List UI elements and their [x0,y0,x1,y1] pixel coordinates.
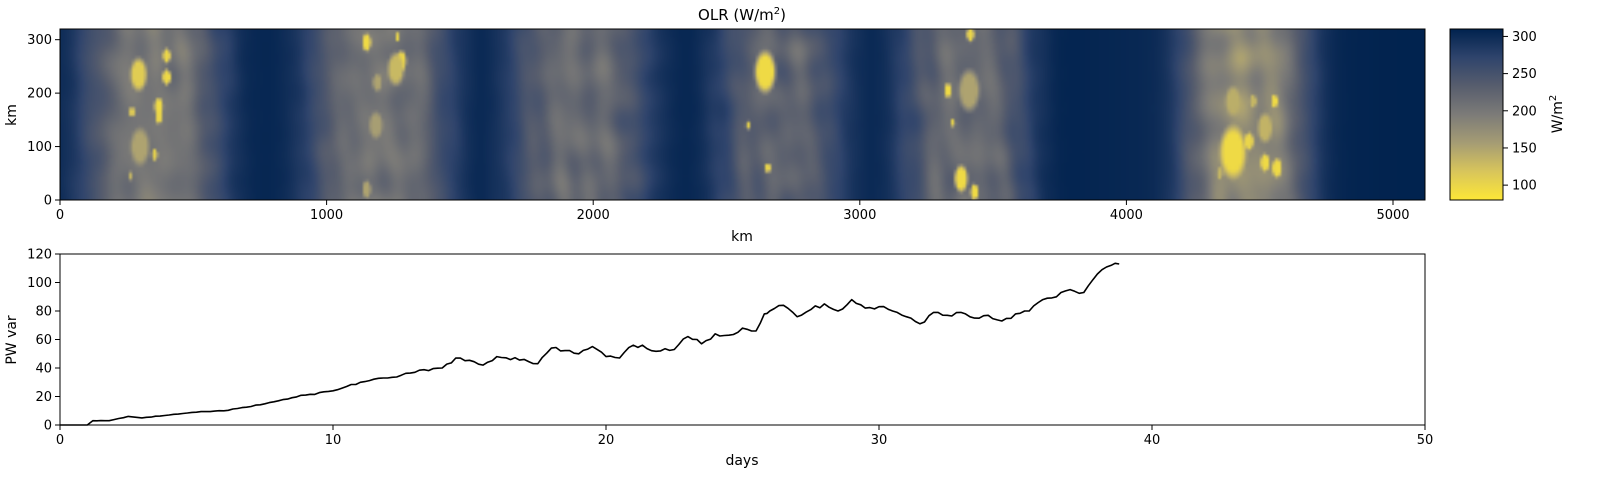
line-ylabel: PW var [4,315,20,365]
line-series-group [60,262,1120,426]
line-x-tick-label: 10 [325,433,342,448]
heatmap-y-tick-label: 200 [27,87,52,102]
line-y-tick-label: 60 [35,333,52,348]
line-x-tick-label: 30 [871,433,888,448]
heatmap-x-tick-label: 5000 [1376,208,1409,223]
heatmap-y-tick-label: 0 [44,194,52,209]
line-xlabel: days [725,453,758,469]
colorbar-tick-label: 150 [1512,141,1537,156]
line-y-tick-label: 100 [27,276,52,291]
heatmap-frame [59,28,1426,201]
colorbar-label: W/m2 [1548,95,1566,134]
line-y-tick-label: 120 [27,248,52,263]
line-x-ticks: 0 10 20 30 40 50 [56,425,1433,448]
heatmap-x-tick-label: 4000 [1110,208,1143,223]
heatmap-title: OLR (W/m2) [698,6,786,24]
line-plot-area [60,254,1425,425]
heatmap-x-tick-label: 0 [56,208,64,223]
line-y-tick-label: 40 [35,362,52,377]
line-y-tick-label: 80 [35,305,52,320]
colorbar-tick-label: 300 [1512,30,1537,45]
line-y-ticks: 0 20 40 60 80 100 120 [27,248,60,434]
heatmap-xlabel: km [731,229,753,245]
line-x-tick-label: 0 [56,433,64,448]
heatmap-y-tick-label: 300 [27,33,52,48]
heatmap-x-tick-label: 1000 [310,208,343,223]
colorbar-tick-label: 250 [1512,67,1537,82]
line-y-tick-label: 0 [44,419,52,434]
heatmap-y-ticks: 0 100 200 300 [27,33,60,209]
heatmap-x-tick-label: 2000 [577,208,610,223]
line-y-tick-label: 20 [35,390,52,405]
line-x-tick-label: 50 [1417,433,1434,448]
line-x-tick-label: 20 [598,433,615,448]
heatmap-ylabel: km [4,104,20,126]
heatmap-x-ticks: 0 1000 2000 3000 4000 5000 [56,200,1410,223]
pw-var-line [60,262,1120,426]
heatmap-image [60,29,1425,200]
line-x-tick-label: 40 [1144,433,1161,448]
colorbar [1449,28,1504,201]
colorbar-ticks: 100 150 200 250 300 [1503,30,1537,194]
heatmap-y-tick-label: 100 [27,140,52,155]
heatmap-x-tick-label: 3000 [843,208,876,223]
colorbar-tick-label: 100 [1512,179,1537,194]
colorbar-tick-label: 200 [1512,104,1537,119]
